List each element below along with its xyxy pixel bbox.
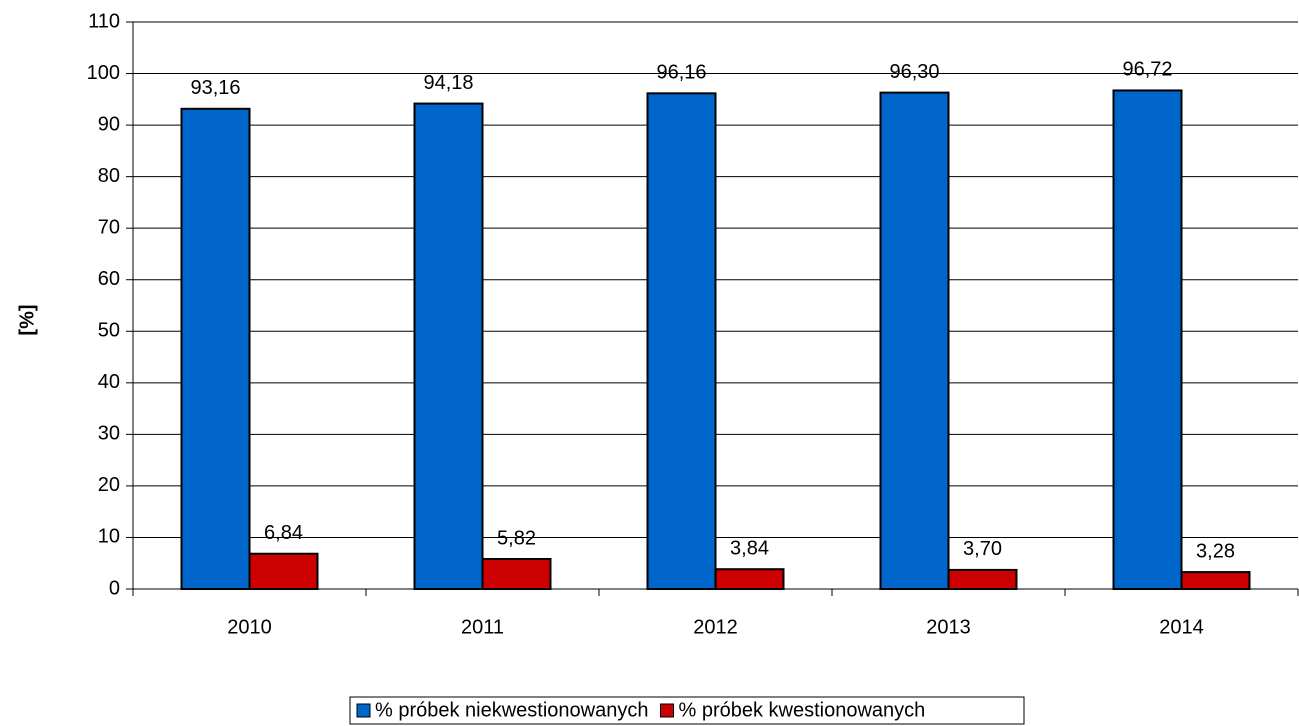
y-tick-label: 40 — [98, 371, 120, 393]
bar — [1180, 571, 1251, 590]
data-label: 94,18 — [423, 72, 473, 94]
y-axis-label: [%] — [16, 304, 38, 335]
y-tick-label: 60 — [98, 268, 120, 290]
legend-swatch — [356, 703, 371, 718]
y-tick-label: 90 — [98, 113, 120, 135]
bar — [1112, 89, 1183, 590]
x-tick-label: 2012 — [693, 616, 738, 638]
legend-label: % próbek niekwestionowanych — [375, 699, 649, 721]
y-tick-label: 30 — [98, 423, 120, 445]
bar — [947, 568, 1018, 590]
data-label: 93,16 — [190, 77, 240, 99]
y-tick-label: 70 — [98, 216, 120, 238]
data-label: 96,30 — [889, 61, 939, 83]
y-tick-label: 100 — [87, 62, 120, 84]
x-tick-label: 2013 — [926, 616, 971, 638]
y-tick-label: 50 — [98, 320, 120, 342]
bar — [879, 91, 950, 590]
data-label: 6,84 — [264, 522, 303, 544]
legend-swatch — [660, 703, 674, 718]
data-label: 3,28 — [1196, 540, 1235, 562]
legend-box — [349, 696, 1025, 725]
data-label: 96,72 — [1122, 59, 1172, 81]
bar — [481, 558, 552, 591]
y-tick-label: 20 — [98, 474, 120, 496]
x-tick-label: 2010 — [227, 616, 272, 638]
y-tick-label: 10 — [98, 526, 120, 548]
y-tick-label: 80 — [98, 165, 120, 187]
bar — [180, 107, 251, 590]
legend-label: % próbek kwestionowanych — [679, 699, 926, 721]
y-tick-label: 110 — [88, 10, 120, 32]
data-label: 96,16 — [656, 62, 706, 84]
x-tick-label: 2014 — [1159, 616, 1204, 638]
data-label: 3,84 — [730, 537, 769, 559]
x-tick-label: 2011 — [461, 616, 504, 638]
bar — [248, 552, 319, 591]
data-label: 5,82 — [497, 527, 536, 549]
bar — [646, 92, 717, 591]
bar — [413, 102, 484, 590]
bar — [714, 568, 785, 590]
y-tick-label: 0 — [109, 577, 120, 599]
data-label: 3,70 — [963, 538, 1002, 560]
